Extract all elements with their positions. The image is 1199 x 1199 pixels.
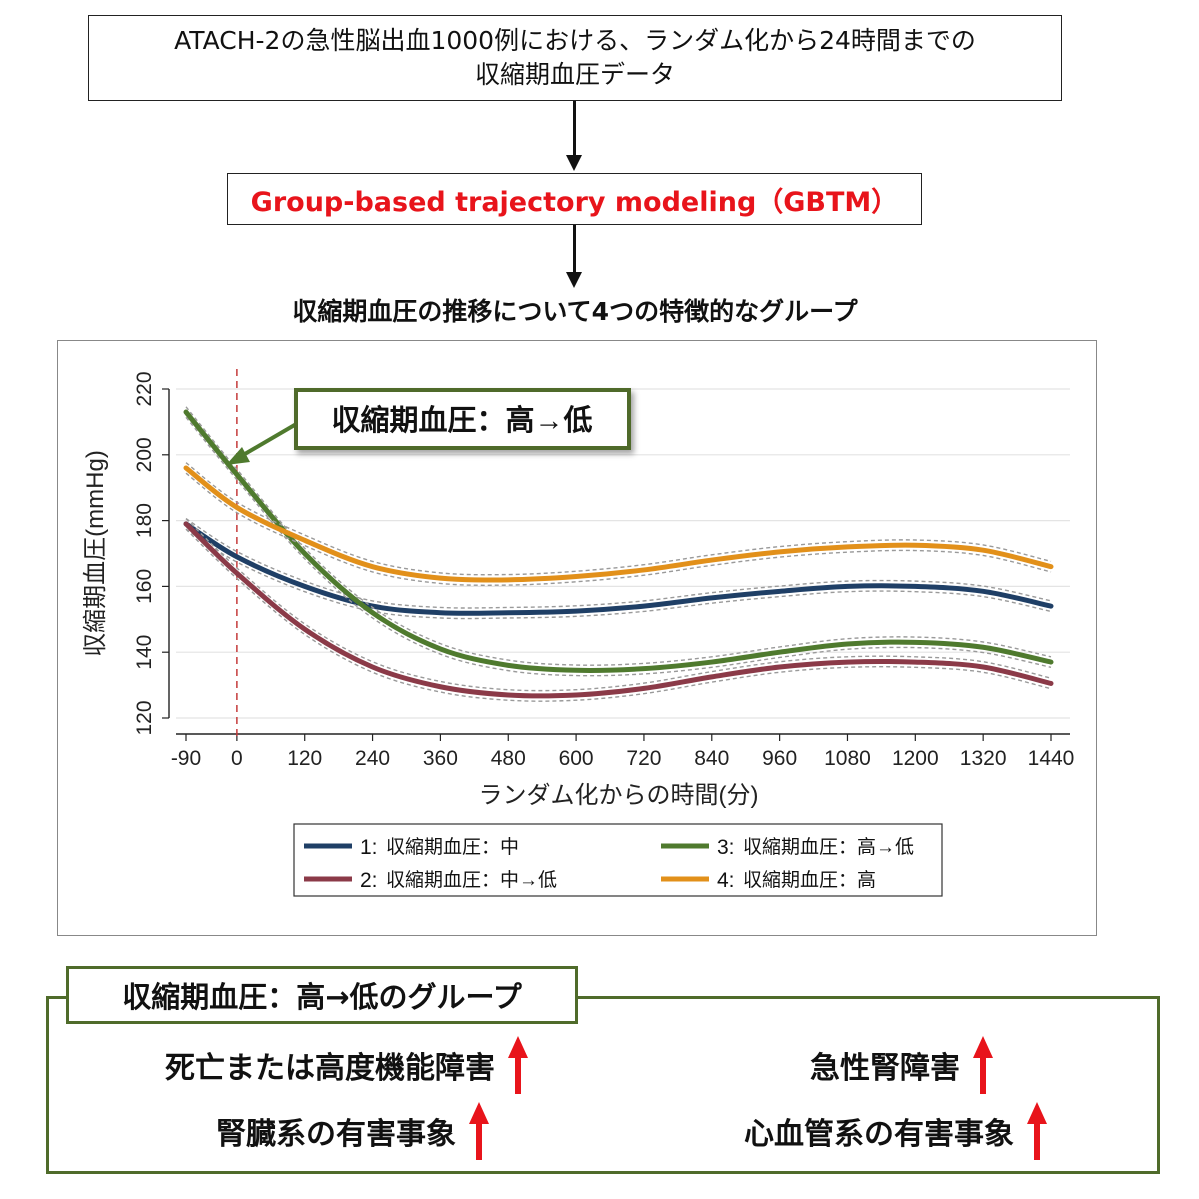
up-arrow-icon [469,1102,489,1160]
ci-upper-line [185,406,1052,666]
outcome-label: 腎臓系の有害事象 [216,1117,456,1152]
x-tick-label: 0 [231,747,243,770]
x-tick-label: 1440 [1028,747,1075,770]
y-tick-label: 180 [133,503,156,538]
outcome-aki: 急性腎障害 [810,1036,994,1094]
y-tick-label: 120 [133,700,156,735]
ci-lower-line [185,416,1052,677]
annotation-pointer-line [236,421,300,460]
legend-number-1: 1: [360,836,378,859]
flow-arrow-2-head [566,272,582,288]
data-source-line-2: 収縮期血圧データ [474,60,675,89]
legend-label-4: 収縮期血圧：高 [743,869,876,891]
y-axis-title: 収縮期血圧(mmHg) [82,450,109,657]
ci-lower-line [185,528,1052,620]
outcome-death-disability: 死亡または高度機能障害 [165,1036,529,1094]
x-axis-title: ランダム化からの時間(分) [479,782,759,809]
outcome-renal-adverse: 腎臓系の有害事象 [216,1102,490,1160]
y-tick-label: 220 [133,371,156,406]
x-tick-label: 1320 [960,747,1007,770]
series-4 [183,462,1054,586]
series-1 [183,518,1054,620]
annotation-pointer-head [226,447,250,465]
ci-lower-line [185,472,1052,586]
outcome-cardiovascular-adverse: 心血管系の有害事象 [744,1102,1048,1160]
annotation-label: 収縮期血圧：高→低 [331,404,592,437]
outcome-label: 死亡または高度機能障害 [165,1051,495,1086]
x-tick-label: 1080 [824,747,871,770]
legend-number-2: 2: [360,869,378,892]
up-arrow-icon [973,1036,993,1094]
y-tick-label: 200 [133,437,156,472]
flow-arrow-1-head [566,155,582,171]
summary-frame [46,996,1160,1174]
annotation-box [294,388,631,450]
x-tick-label: 240 [355,747,390,770]
series-3 [183,406,1054,677]
trajectory-chart: 120 140 160 180 200 220 -90 0 120 240 360 480 600 720… [82,369,1075,897]
outcome-label: 急性腎障害 [810,1051,960,1086]
ci-upper-line [185,518,1052,609]
y-tick-label: 160 [133,569,156,604]
legend-number-4: 4: [717,869,735,892]
x-tick-label: 600 [559,747,594,770]
legend-label-1: 収縮期血圧：中 [386,836,519,858]
legend-box [293,823,943,897]
ci-lower-line [185,528,1052,702]
series-2 [183,518,1054,702]
x-tick-label: 1200 [892,747,939,770]
x-tick-label: 720 [626,747,661,770]
data-source-line-1: ATACH-2の急性脳出血1000例における、ランダム化から24時間までの [174,26,976,55]
x-tick-label: 960 [762,747,797,770]
series-line-1 [183,521,1054,616]
legend-label-3: 収縮期血圧：高→低 [743,836,914,858]
series-line-3 [183,409,1054,673]
ci-upper-line [185,462,1052,576]
up-arrow-icon [1027,1102,1047,1160]
series-line-2 [183,521,1054,699]
legend-label-2: 収縮期血圧：中→低 [386,869,557,891]
x-tick-label: 360 [423,747,458,770]
series-line-4 [183,465,1054,583]
y-tick-label: 140 [133,635,156,670]
x-tick-label: 840 [694,747,729,770]
x-tick-label: 480 [491,747,526,770]
chart-frame: 120 140 160 180 200 220 -90 0 120 240 360 480 600 720… [57,340,1097,936]
flow-arrow-1-shaft [573,101,576,156]
method-box: Group-based trajectory modeling（GBTM） [227,173,922,225]
result-heading: 収縮期血圧の推移について4つの特徴的なグループ [292,297,858,326]
data-source-box: ATACH-2の急性脳出血1000例における、ランダム化から24時間までの 収縮… [88,15,1062,101]
ci-upper-line [185,518,1052,692]
legend-number-3: 3: [717,836,735,859]
summary-title: 収縮期血圧：高→低のグループ [66,966,578,1024]
outcome-label: 心血管系の有害事象 [744,1117,1014,1152]
method-label: Group-based trajectory modeling（GBTM） [250,186,899,218]
flow-arrow-2-shaft [573,225,576,273]
up-arrow-icon [508,1036,528,1094]
x-tick-label: -90 [171,747,201,770]
x-tick-label: 120 [287,747,322,770]
